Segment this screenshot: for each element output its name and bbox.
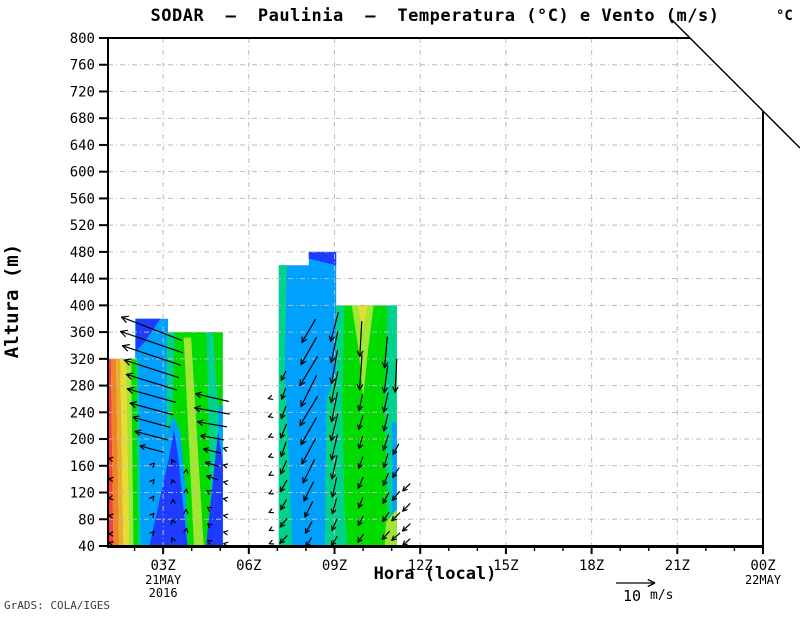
end-date-label: 22MAY bbox=[745, 573, 782, 587]
y-tick-label: 160 bbox=[70, 459, 95, 475]
y-tick-label: 520 bbox=[70, 218, 95, 234]
y-tick-label: 120 bbox=[70, 486, 95, 502]
y-tick-label: 40 bbox=[78, 539, 95, 555]
y-tick-label: 720 bbox=[70, 84, 95, 100]
x-tick-label: 00Z bbox=[750, 558, 775, 574]
x-tick-label: 18Z bbox=[579, 558, 604, 574]
y-tick-label: 280 bbox=[70, 379, 95, 395]
y-axis-title: Altura (m) bbox=[1, 243, 23, 359]
y-tick-label: 320 bbox=[70, 352, 95, 368]
temperature-bands bbox=[108, 251, 397, 546]
y-tick-label: 680 bbox=[70, 111, 95, 127]
x-tick-label: 12Z bbox=[408, 558, 433, 574]
y-tick-label: 360 bbox=[70, 325, 95, 341]
y-tick-label: 240 bbox=[70, 405, 95, 421]
y-tick-label: 760 bbox=[70, 58, 95, 74]
start-date-label: 21MAY bbox=[145, 573, 182, 587]
y-tick-label: 440 bbox=[70, 272, 95, 288]
x-tick-label: 09Z bbox=[322, 558, 347, 574]
y-tick-label: 600 bbox=[70, 165, 95, 181]
axes-frame: 40 80 120 160 200 240 280 320 360 400 440 480 520 560… bbox=[70, 31, 782, 600]
x-tick-label: 03Z bbox=[150, 558, 175, 574]
x-tick-label: 15Z bbox=[493, 558, 518, 574]
x-tick-label: 21Z bbox=[665, 558, 690, 574]
x-axis-title: Hora (local) bbox=[373, 564, 497, 584]
y-tick-label: 200 bbox=[70, 432, 95, 448]
reference-speed-label: 10 bbox=[623, 587, 641, 605]
colorbar-unit-label: °C bbox=[776, 8, 793, 24]
y-tick-label: 400 bbox=[70, 298, 95, 314]
colorbar-fan: 21.52120.52019.51918.51817.51716.516°C bbox=[671, 0, 800, 149]
y-tick-label: 640 bbox=[70, 138, 95, 154]
y-tick-label: 80 bbox=[78, 512, 95, 528]
y-tick-label: 560 bbox=[70, 191, 95, 207]
reference-unit-label: m/s bbox=[650, 588, 673, 603]
y-tick-label: 800 bbox=[70, 31, 95, 47]
y-tick-label: 480 bbox=[70, 245, 95, 261]
reference-arrow: 10 m/s bbox=[616, 578, 673, 605]
start-year-label: 2016 bbox=[149, 586, 178, 600]
chart-title: SODAR – Paulinia – Temperatura (°C) e Ve… bbox=[150, 6, 720, 26]
x-tick-label: 06Z bbox=[236, 558, 261, 574]
grads-credit: GrADS: COLA/IGES bbox=[4, 599, 110, 612]
